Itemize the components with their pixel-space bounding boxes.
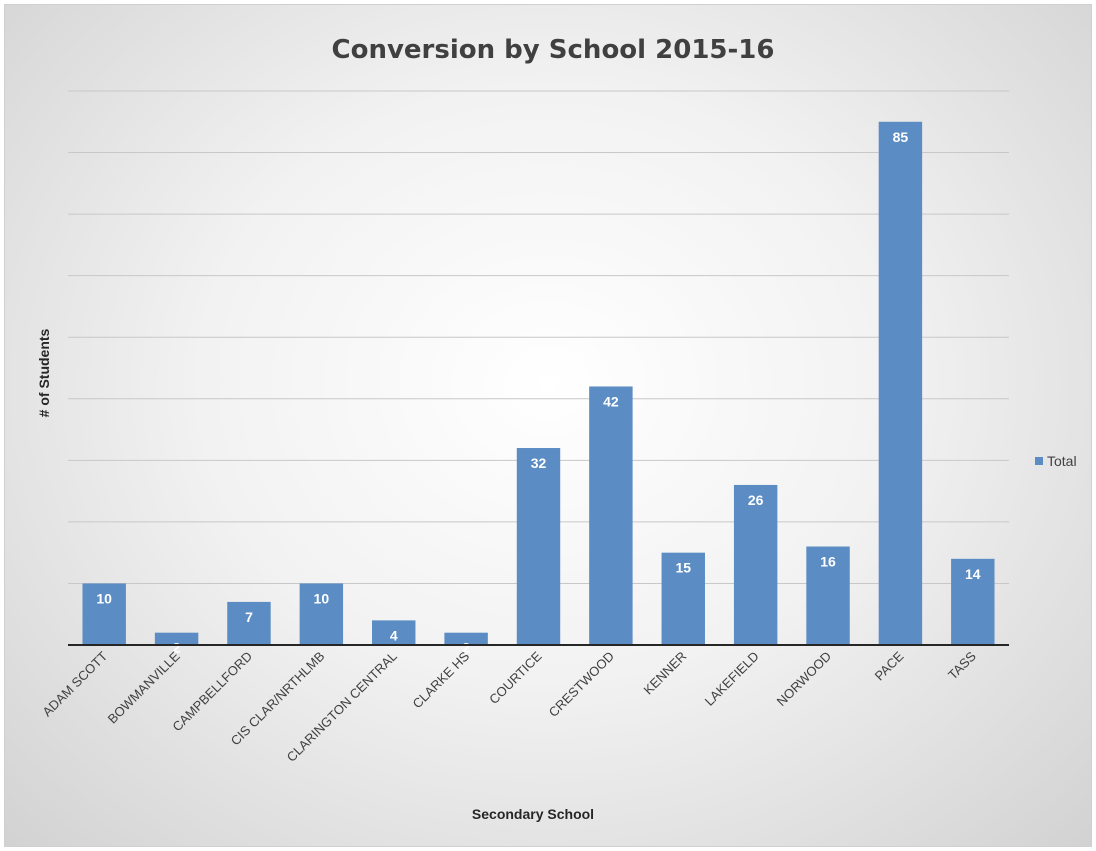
bar	[154, 632, 199, 645]
x-tick-label: PACE	[872, 648, 907, 683]
data-label: 14	[965, 566, 981, 582]
x-tick-label: CRESTWOOD	[546, 649, 617, 720]
x-tick-label: CLARKE HS	[410, 648, 473, 711]
gridlines	[68, 90, 1009, 584]
x-axis-title: Secondary School	[472, 806, 594, 822]
bar	[878, 121, 923, 646]
data-label: 16	[820, 554, 836, 570]
bar	[299, 583, 344, 645]
data-label: 42	[603, 393, 619, 409]
bars	[82, 121, 995, 646]
data-label: 32	[531, 455, 547, 471]
data-label: 10	[96, 590, 112, 606]
bar	[806, 546, 850, 645]
x-tick-label: NORWOOD	[774, 649, 834, 709]
bar	[444, 632, 488, 645]
data-label: 10	[314, 590, 330, 606]
x-tick-label: ADAM SCOTT	[39, 648, 110, 719]
x-tick-label: TASS	[945, 648, 979, 682]
bar	[733, 484, 778, 645]
data-label: 2	[462, 640, 470, 656]
x-tick-label: BOWMANVILLE	[105, 648, 183, 726]
x-tick-label: LAKEFIELD	[702, 649, 762, 709]
x-tick-label: COURTICE	[486, 648, 545, 707]
x-tick-label: KENNER	[640, 649, 689, 698]
data-label: 2	[173, 640, 181, 656]
data-label: 7	[245, 609, 253, 625]
x-tick-label: CAMPBELLFORD	[169, 649, 255, 735]
bar	[516, 448, 561, 645]
y-axis-title: # of Students	[36, 328, 52, 417]
bar	[372, 620, 416, 645]
chart-frame: Conversion by School 2015-16 10 2 7 10 4 2 32 4…	[4, 4, 1092, 847]
data-label: 85	[893, 129, 909, 145]
bar	[227, 601, 271, 645]
legend: Total	[1035, 453, 1077, 469]
legend-label: Total	[1047, 453, 1077, 469]
data-label: 26	[748, 492, 764, 508]
bar	[589, 386, 633, 645]
legend-swatch	[1035, 457, 1043, 465]
bar	[82, 583, 126, 645]
bar-chart: Conversion by School 2015-16 10271042324…	[36, 35, 1077, 822]
bar	[951, 558, 995, 645]
data-label: 15	[675, 560, 691, 576]
chart-title: Conversion by School 2015-16	[332, 35, 775, 65]
data-label: 4	[390, 627, 398, 643]
bar	[661, 552, 705, 645]
